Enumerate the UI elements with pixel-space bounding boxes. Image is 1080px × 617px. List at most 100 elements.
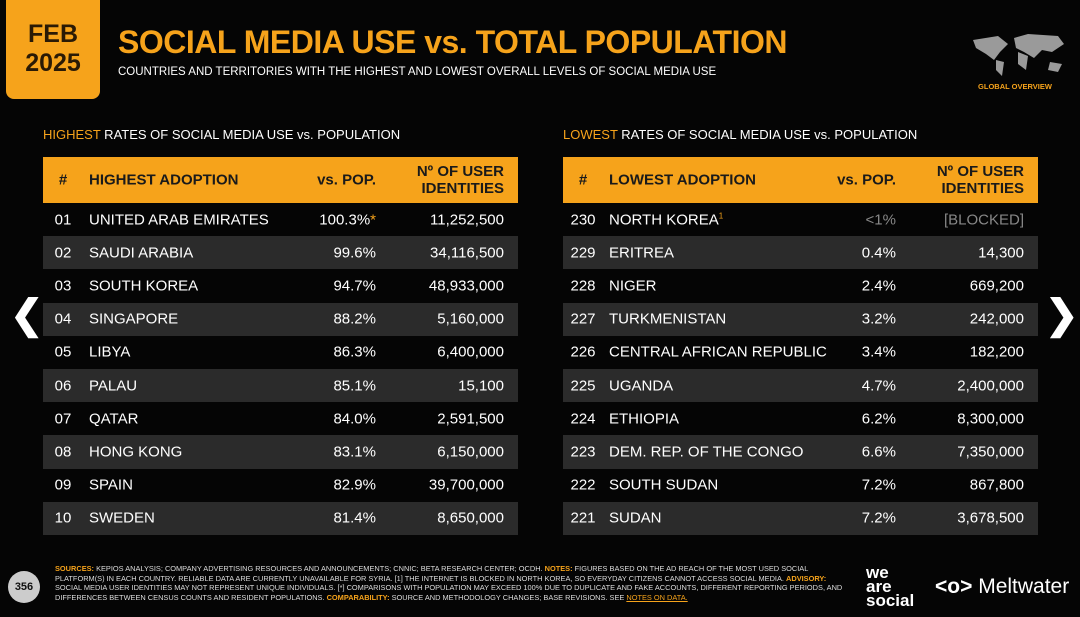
pop-value: 3.2% <box>861 310 896 328</box>
country-name: UGANDA <box>609 377 674 395</box>
pop-value: 3.4% <box>861 343 896 361</box>
partner-name: Meltwater <box>978 575 1070 598</box>
table-row: 08 HONG KONG 83.1% 6,150,000 <box>43 435 518 469</box>
pop-share: 100.3%* <box>319 211 376 228</box>
table-row: 228 NIGER 2.4% 669,200 <box>563 269 1038 302</box>
country-name: ETHIOPIA <box>609 410 680 428</box>
country-name: DEM. REP. OF THE CONGO <box>609 443 804 461</box>
section-label: GLOBAL OVERVIEW <box>978 82 1052 91</box>
user-identities: 8,650,000 <box>437 509 504 527</box>
user-identities: 669,200 <box>969 277 1024 295</box>
rank: 230 <box>570 211 596 229</box>
country: SPAIN <box>89 477 133 494</box>
rank: 10 <box>54 509 72 527</box>
rank: 222 <box>570 476 596 494</box>
pop-share: 0.4% <box>862 244 896 261</box>
country-name: SWEDEN <box>89 509 155 527</box>
user-identities: 6,150,000 <box>437 443 504 461</box>
title: SOCIAL MEDIA USE vs. TOTAL POPULATION <box>118 24 787 60</box>
pop-value: 81.4% <box>333 509 376 527</box>
world-map <box>973 34 1064 76</box>
pop-share: 7.2% <box>862 510 896 527</box>
note-label: NOTES: <box>544 564 573 573</box>
country-name: TURKMENISTAN <box>609 310 727 328</box>
column-header: vs. POP. <box>317 171 376 189</box>
table-row: 227 TURKMENISTAN 3.2% 242,000 <box>563 302 1038 336</box>
pop-share: 86.3% <box>333 344 376 361</box>
country: DEM. REP. OF THE CONGO <box>609 443 803 460</box>
note-text: SOCIAL MEDIA USER IDENTITIES MAY NOT REP… <box>55 583 843 602</box>
footnote-marker: * <box>370 211 376 229</box>
pop-share: 3.4% <box>862 344 896 361</box>
date-badge: FEB 2025 <box>6 0 100 99</box>
user-identities: 5,160,000 <box>437 310 504 328</box>
country: SWEDEN <box>89 510 155 527</box>
country: HONG KONG <box>89 443 182 460</box>
table-row: 09 SPAIN 82.9% 39,700,000 <box>43 469 518 502</box>
caption-highlight: HIGHEST <box>43 127 101 142</box>
rank: 223 <box>570 443 596 461</box>
pop-value: 100.3% <box>319 211 371 229</box>
country-name: HONG KONG <box>89 443 183 461</box>
note-label: SOURCES: <box>55 564 95 573</box>
pop-value: 85.1% <box>333 377 376 395</box>
rank: 221 <box>570 509 596 527</box>
pop-share: 94.7% <box>333 277 376 294</box>
footnotes: SOURCES: KEPIOS ANALYSIS; COMPANY ADVERT… <box>55 564 845 602</box>
table-row: 225 UGANDA 4.7% 2,400,000 <box>563 368 1038 403</box>
pop-share: 84.0% <box>333 410 376 427</box>
note-text: KEPIOS ANALYSIS; COMPANY ADVERTISING RES… <box>94 564 545 573</box>
pop-value: 82.9% <box>333 476 376 494</box>
page-number: 356 <box>8 571 40 603</box>
user-identities: 14,300 <box>978 244 1024 262</box>
pop-share: 85.1% <box>333 377 376 394</box>
country: TURKMENISTAN <box>609 311 726 328</box>
caption-highlight: LOWEST <box>563 127 618 142</box>
subtitle: COUNTRIES AND TERRITORIES WITH THE HIGHE… <box>118 66 717 78</box>
country-name: UNITED ARAB EMIRATES <box>89 211 269 229</box>
country-name: SINGAPORE <box>89 310 179 328</box>
rank: 224 <box>570 410 596 428</box>
logo-line: we <box>866 563 889 582</box>
user-identities: 48,933,000 <box>428 277 504 295</box>
country-name: SAUDI ARABIA <box>89 244 194 262</box>
pop-share: 99.6% <box>333 244 376 261</box>
rank: 226 <box>570 343 596 361</box>
rank: 06 <box>54 377 72 395</box>
table-row: 02 SAUDI ARABIA 99.6% 34,116,500 <box>43 236 518 270</box>
table-header: # LOWEST ADOPTION vs. POP. Nº OF USER IDENT… <box>563 157 1038 203</box>
pop-share: 88.2% <box>333 311 376 328</box>
next-arrow[interactable]: ❯ <box>1045 293 1079 337</box>
country: UNITED ARAB EMIRATES <box>89 211 269 228</box>
user-identities: 39,700,000 <box>428 476 504 494</box>
caption-text: RATES OF SOCIAL MEDIA USE vs. POPULATION <box>100 127 401 142</box>
pop-share: 6.2% <box>862 410 896 427</box>
pop-value: <1% <box>865 211 896 229</box>
prev-arrow[interactable]: ❮ <box>10 293 44 337</box>
user-identities: 34,116,500 <box>430 244 504 262</box>
user-identities: 2,400,000 <box>957 377 1024 395</box>
country-name: NORTH KOREA <box>609 211 719 229</box>
table-row: 01 UNITED ARAB EMIRATES 100.3%* 11,252,500 <box>43 203 518 236</box>
country: ERITREA <box>609 244 674 261</box>
column-header: # <box>578 171 588 189</box>
logo-partner: <o> Meltwater <box>935 575 1070 598</box>
column-header: Nº OF USER IDENTITIES <box>936 163 1024 197</box>
pop-share: 83.1% <box>333 443 376 460</box>
rank: 225 <box>570 377 596 395</box>
pop-share: <1% <box>866 211 896 228</box>
rank: 09 <box>54 476 72 494</box>
table-row: 229 ERITREA 0.4% 14,300 <box>563 236 1038 270</box>
pop-value: 0.4% <box>861 244 896 262</box>
pop-share: 4.7% <box>862 377 896 394</box>
country-name: SUDAN <box>609 509 662 527</box>
column-header: Nº OF USER IDENTITIES <box>416 163 504 197</box>
rank: 03 <box>54 277 72 295</box>
table-row: 07 QATAR 84.0% 2,591,500 <box>43 402 518 435</box>
country-name: SOUTH SUDAN <box>609 476 719 494</box>
note-label: ADVISORY: <box>786 573 827 583</box>
column-header: vs. POP. <box>837 171 896 189</box>
country: SOUTH SUDAN <box>609 477 718 494</box>
country-name: SPAIN <box>89 476 133 494</box>
note-link[interactable]: NOTES ON DATA. <box>626 592 688 602</box>
